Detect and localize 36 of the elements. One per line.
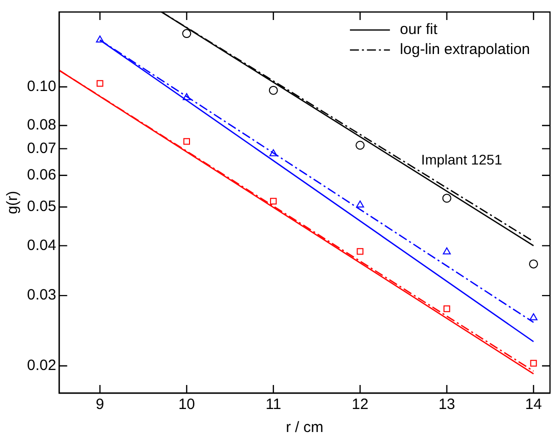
annotation: Implant 1251 [421, 151, 502, 168]
point [96, 36, 104, 43]
point [443, 305, 450, 312]
y-tick-label: 0.06 [26, 166, 56, 184]
point [182, 29, 192, 38]
point [356, 140, 365, 150]
x-tick-label: 10 [178, 396, 196, 414]
y-axis-title: g(r) [4, 190, 22, 214]
point [530, 313, 538, 320]
x-tick-label: 12 [352, 396, 368, 414]
point [356, 248, 364, 255]
y-tick-label: 0.03 [26, 286, 56, 304]
point [529, 259, 538, 268]
x-tick-label: 11 [266, 396, 282, 414]
y-tick-label: 0.04 [26, 236, 56, 254]
point [96, 80, 104, 87]
point [442, 194, 452, 203]
legend-label: our fit [400, 21, 438, 38]
x-tick-label: 9 [96, 396, 104, 414]
point [270, 198, 277, 205]
x-tick-label: 13 [438, 396, 456, 414]
point [182, 93, 191, 100]
point [442, 247, 451, 254]
y-tick-label: 0.10 [26, 78, 56, 95]
point [268, 86, 278, 95]
x-axis-title: r / cm [286, 419, 324, 436]
x-tick-label: 14 [525, 396, 542, 414]
legend-label: log-lin extrapolation [400, 41, 530, 58]
y-tick-label: 0.08 [26, 116, 56, 134]
point [269, 149, 278, 156]
y-tick-label: 0.07 [26, 140, 56, 157]
point [183, 138, 190, 145]
point [356, 200, 364, 208]
y-tick-label: 0.02 [26, 356, 56, 374]
y-tick-label: 0.05 [26, 198, 56, 216]
point [530, 360, 537, 367]
